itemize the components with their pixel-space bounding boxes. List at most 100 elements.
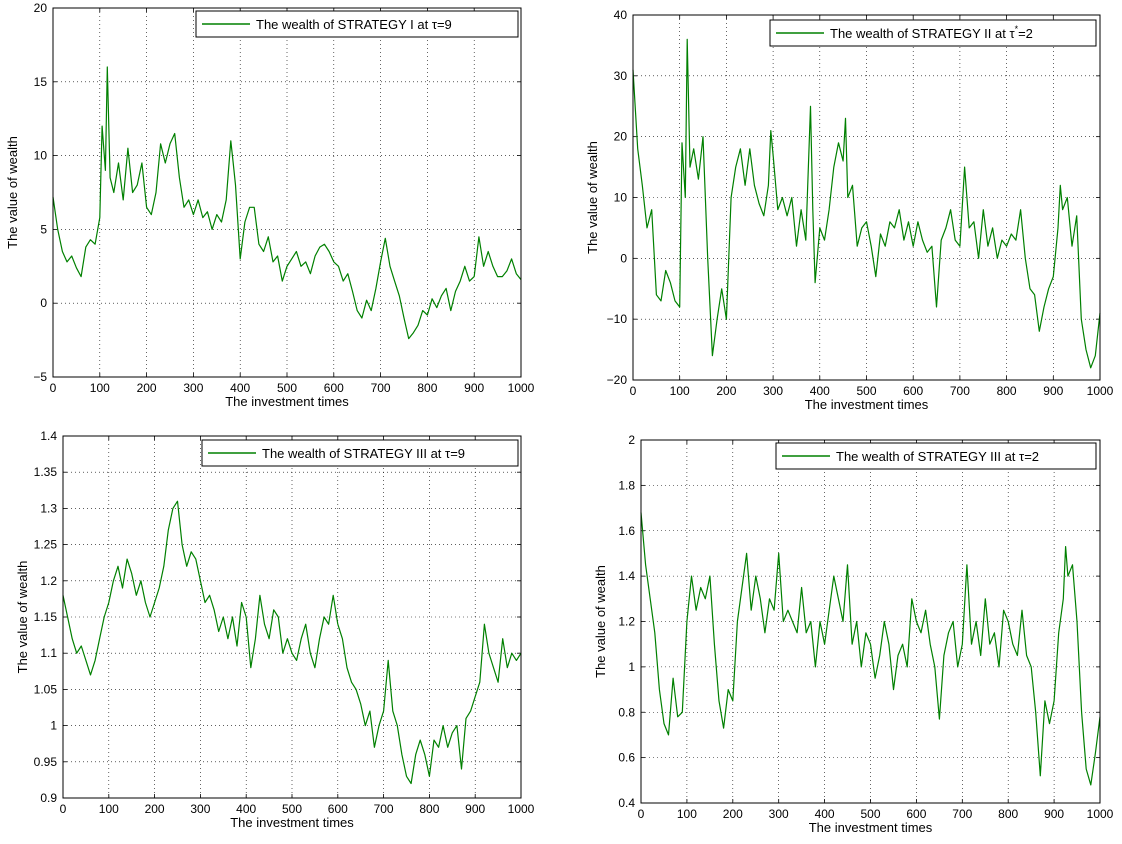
legend-label-value: =2 bbox=[1024, 449, 1039, 464]
x-tick-label: 400 bbox=[810, 384, 830, 398]
y-tick-label: 1 bbox=[628, 660, 635, 674]
x-tick-label: 500 bbox=[277, 381, 297, 395]
x-tick-label: 600 bbox=[328, 802, 348, 816]
y-tick-label: 1.05 bbox=[34, 682, 58, 696]
x-tick-label: 0 bbox=[50, 381, 57, 395]
y-tick-label: 30 bbox=[614, 69, 628, 83]
x-tick-label: 300 bbox=[769, 807, 789, 821]
y-axis-label: The value of wealth bbox=[15, 561, 30, 674]
y-tick-label: 1.15 bbox=[34, 610, 58, 624]
y-tick-label: 5 bbox=[40, 222, 47, 236]
legend-label-symbol: τ bbox=[1019, 449, 1025, 464]
legend-label-superscript: * bbox=[1015, 24, 1019, 34]
y-tick-label: 20 bbox=[34, 1, 48, 15]
x-axis-label: The investment times bbox=[225, 394, 349, 409]
x-tick-label: 900 bbox=[1044, 807, 1064, 821]
y-tick-label: −10 bbox=[607, 312, 628, 326]
legend-box bbox=[769, 19, 1097, 47]
y-tick-label: 10 bbox=[34, 149, 48, 163]
chart-panel-1: 0 100 200 300 400 500 600 700 800 900 1000−5051015… bbox=[5, 1, 535, 409]
x-tick-label: 100 bbox=[677, 807, 697, 821]
legend-label-symbol: τ bbox=[445, 446, 451, 461]
chart-panel-4: 0 100 200 300 400 500 600 700 800 900 1000 0.4 0.6 0.… bbox=[593, 433, 1114, 835]
legend: The wealth of STRATEGY III at τ=2 bbox=[775, 442, 1097, 470]
chart-panel-3: 0 100 200 300 400 500 600 700 800 900 1000 0.9 0.95 1… bbox=[15, 429, 535, 830]
x-tick-label: 300 bbox=[190, 802, 210, 816]
legend-label-value: =9 bbox=[450, 446, 465, 461]
axes-frame bbox=[52, 7, 522, 378]
chart-panel-2: 0 100 200 300 400 500 600 700 800 900 1000 −20 −10 0 1… bbox=[585, 8, 1114, 412]
y-tick-label: 1.1 bbox=[40, 646, 57, 660]
x-tick-label: 0 bbox=[630, 384, 637, 398]
x-tick-label: 700 bbox=[371, 381, 391, 395]
legend-label: The wealth of STRATEGY II at τ*=2 bbox=[830, 24, 1033, 41]
x-tick-label: 100 bbox=[99, 802, 119, 816]
y-tick-label: 20 bbox=[614, 130, 628, 144]
x-axis-label: The investment times bbox=[230, 815, 354, 830]
axes-frame bbox=[632, 14, 1101, 381]
x-tick-label: 1000 bbox=[508, 381, 535, 395]
series-line bbox=[52, 66, 522, 340]
y-tick-label: 0.8 bbox=[618, 705, 635, 719]
legend-label: The wealth of STRATEGY III at τ=9 bbox=[262, 446, 465, 461]
y-tick-label: 0 bbox=[620, 251, 627, 265]
legend-label-value: =9 bbox=[437, 17, 452, 32]
x-axis-label: The investment times bbox=[805, 397, 929, 412]
x-tick-label: 700 bbox=[374, 802, 394, 816]
x-tick-label: 800 bbox=[998, 807, 1018, 821]
x-tick-label: 0 bbox=[60, 802, 67, 816]
x-tick-label: 200 bbox=[723, 807, 743, 821]
series-line bbox=[640, 512, 1101, 786]
y-tick-label: 1.25 bbox=[34, 538, 58, 552]
legend: The wealth of STRATEGY III at τ=9 bbox=[201, 439, 519, 467]
x-tick-label: 800 bbox=[419, 802, 439, 816]
x-tick-label: 600 bbox=[906, 807, 926, 821]
x-axis-label: The investment times bbox=[809, 820, 933, 835]
axes-frame bbox=[640, 439, 1101, 804]
x-tick-label: 100 bbox=[670, 384, 690, 398]
x-tick-label: 500 bbox=[282, 802, 302, 816]
y-tick-label: 1.2 bbox=[618, 615, 635, 629]
y-tick-label: 2 bbox=[628, 433, 635, 447]
y-tick-label: 0.6 bbox=[618, 751, 635, 765]
legend-label-text: The wealth of STRATEGY II at bbox=[830, 26, 1009, 41]
x-tick-label: 700 bbox=[950, 384, 970, 398]
legend-label-text: The wealth of STRATEGY I at bbox=[256, 17, 432, 32]
x-tick-label: 400 bbox=[236, 802, 256, 816]
x-tick-label: 100 bbox=[90, 381, 110, 395]
y-tick-label: 10 bbox=[614, 191, 628, 205]
y-tick-label: 0 bbox=[40, 296, 47, 310]
y-tick-label: 1 bbox=[50, 719, 57, 733]
y-axis-label: The value of wealth bbox=[585, 141, 600, 254]
x-tick-label: 300 bbox=[763, 384, 783, 398]
series-line bbox=[632, 38, 1101, 369]
x-tick-label: 400 bbox=[230, 381, 250, 395]
x-tick-label: 500 bbox=[856, 384, 876, 398]
y-tick-label: 1.6 bbox=[618, 524, 635, 538]
x-tick-label: 0 bbox=[638, 807, 645, 821]
x-tick-label: 600 bbox=[903, 384, 923, 398]
y-tick-label: 1.2 bbox=[40, 574, 57, 588]
y-tick-label: 0.4 bbox=[618, 796, 635, 810]
axes-frame bbox=[62, 435, 522, 799]
x-tick-label: 800 bbox=[417, 381, 437, 395]
legend-label: The wealth of STRATEGY III at τ=2 bbox=[836, 449, 1039, 464]
legend-label-value: =2 bbox=[1018, 26, 1033, 41]
y-tick-label: 1.35 bbox=[34, 465, 58, 479]
x-tick-label: 700 bbox=[952, 807, 972, 821]
legend-label-text: The wealth of STRATEGY III at bbox=[836, 449, 1019, 464]
x-tick-label: 1000 bbox=[508, 802, 535, 816]
x-tick-label: 400 bbox=[815, 807, 835, 821]
x-tick-label: 900 bbox=[465, 802, 485, 816]
legend-label-symbol: τ bbox=[1009, 26, 1015, 41]
y-tick-label: 0.9 bbox=[40, 791, 57, 805]
y-tick-label: 1.3 bbox=[40, 501, 57, 515]
y-axis-label: The value of wealth bbox=[5, 136, 20, 249]
x-tick-label: 200 bbox=[145, 802, 165, 816]
x-tick-label: 1000 bbox=[1087, 807, 1114, 821]
x-tick-label: 200 bbox=[716, 384, 736, 398]
y-tick-label: 1.4 bbox=[40, 429, 57, 443]
x-tick-label: 500 bbox=[860, 807, 880, 821]
y-tick-label: −20 bbox=[607, 373, 628, 387]
